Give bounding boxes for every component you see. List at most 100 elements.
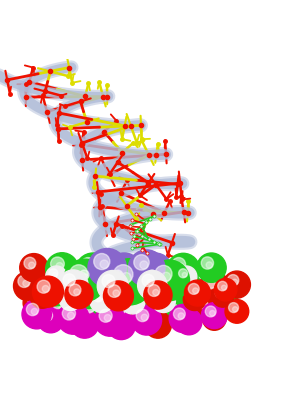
Circle shape [215, 288, 224, 298]
Circle shape [77, 272, 86, 281]
Circle shape [62, 307, 76, 320]
Circle shape [214, 278, 237, 301]
Circle shape [52, 296, 64, 309]
Circle shape [113, 290, 120, 296]
Circle shape [155, 265, 172, 282]
Circle shape [83, 274, 88, 279]
Circle shape [124, 292, 134, 303]
Circle shape [171, 300, 182, 311]
Circle shape [69, 272, 106, 308]
Circle shape [14, 271, 43, 301]
Circle shape [201, 257, 213, 269]
Circle shape [219, 292, 224, 297]
Circle shape [74, 289, 80, 295]
Circle shape [114, 265, 133, 284]
Circle shape [68, 279, 74, 285]
Circle shape [206, 310, 216, 320]
Circle shape [28, 262, 35, 268]
Circle shape [70, 310, 99, 338]
Circle shape [232, 279, 238, 285]
Circle shape [184, 280, 210, 306]
Circle shape [144, 311, 171, 338]
Circle shape [180, 283, 187, 290]
Circle shape [100, 260, 109, 268]
Circle shape [88, 248, 126, 287]
Circle shape [93, 292, 103, 302]
Circle shape [42, 286, 49, 292]
Circle shape [175, 266, 197, 288]
Circle shape [201, 303, 227, 328]
Circle shape [188, 284, 199, 294]
Circle shape [196, 297, 208, 308]
Circle shape [149, 264, 156, 271]
Circle shape [176, 309, 202, 335]
Circle shape [209, 281, 215, 288]
Circle shape [169, 273, 203, 306]
Circle shape [18, 275, 30, 288]
Circle shape [65, 280, 93, 308]
Circle shape [56, 262, 63, 270]
Circle shape [147, 270, 157, 280]
Circle shape [97, 270, 128, 302]
Circle shape [202, 306, 226, 330]
Circle shape [23, 289, 50, 316]
Circle shape [80, 318, 86, 325]
Circle shape [218, 281, 227, 291]
Circle shape [227, 274, 239, 286]
Circle shape [134, 255, 149, 270]
Circle shape [87, 305, 94, 312]
Circle shape [190, 295, 195, 300]
Circle shape [153, 319, 159, 325]
Circle shape [212, 286, 233, 307]
Circle shape [138, 297, 167, 326]
Circle shape [142, 278, 158, 293]
Circle shape [155, 292, 165, 302]
Circle shape [76, 253, 111, 288]
Circle shape [113, 270, 123, 280]
Circle shape [81, 258, 96, 272]
Circle shape [221, 298, 226, 304]
Circle shape [149, 260, 190, 301]
Circle shape [70, 265, 87, 282]
Circle shape [90, 289, 113, 312]
Circle shape [132, 305, 162, 335]
Circle shape [63, 291, 72, 300]
Circle shape [59, 288, 82, 310]
Circle shape [103, 281, 133, 311]
Circle shape [106, 253, 142, 289]
Circle shape [31, 308, 38, 315]
Circle shape [184, 317, 190, 322]
Circle shape [136, 309, 149, 322]
Circle shape [138, 253, 173, 288]
Circle shape [114, 284, 123, 292]
Circle shape [27, 303, 39, 316]
Circle shape [153, 289, 159, 296]
Circle shape [20, 254, 48, 282]
Circle shape [113, 302, 126, 314]
Circle shape [193, 288, 198, 294]
Circle shape [45, 276, 59, 290]
Circle shape [34, 287, 44, 297]
Circle shape [137, 273, 173, 309]
Circle shape [111, 315, 123, 327]
Circle shape [192, 294, 219, 321]
Circle shape [147, 306, 153, 312]
Circle shape [118, 307, 125, 314]
Circle shape [108, 278, 124, 294]
Circle shape [87, 264, 94, 271]
Circle shape [63, 259, 106, 302]
Circle shape [166, 296, 195, 324]
Circle shape [81, 283, 89, 291]
Circle shape [221, 285, 226, 290]
Circle shape [107, 311, 135, 340]
Circle shape [97, 296, 102, 301]
Circle shape [121, 272, 131, 283]
Circle shape [197, 253, 226, 282]
Circle shape [107, 280, 114, 287]
Circle shape [162, 272, 171, 281]
Circle shape [46, 253, 78, 286]
Circle shape [102, 274, 115, 288]
Circle shape [109, 267, 133, 291]
Circle shape [178, 313, 184, 319]
Circle shape [69, 284, 81, 296]
